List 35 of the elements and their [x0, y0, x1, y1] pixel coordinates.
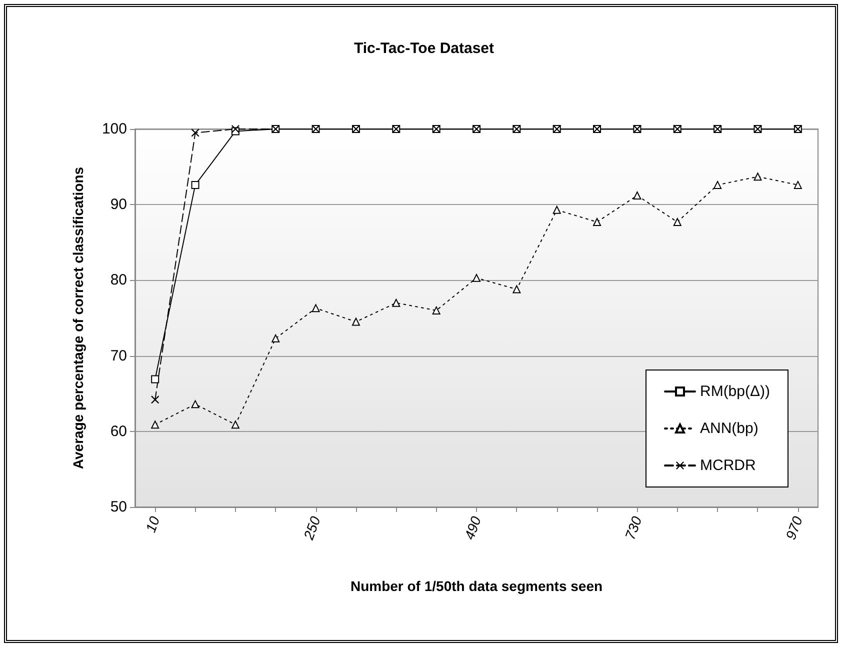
point: [552, 206, 561, 214]
point: [151, 420, 160, 429]
point: [352, 318, 360, 326]
x-tick-label: 250: [300, 514, 324, 543]
chart-title: Tic-Tac-Toe Dataset: [354, 40, 494, 57]
legend-label: MCRDR: [700, 457, 756, 474]
x-tick-label: 970: [782, 514, 806, 542]
y-tick-label: 90: [110, 196, 127, 214]
point: [593, 218, 602, 226]
point: [231, 125, 240, 133]
point: [151, 396, 160, 404]
y-tick-label: 50: [110, 498, 127, 516]
y-tick-label: 60: [110, 422, 127, 440]
point: [191, 180, 200, 189]
x-tick-label: 10: [142, 514, 163, 534]
point: [151, 375, 160, 384]
x-tick-label: 490: [460, 514, 484, 542]
point: [673, 218, 682, 226]
y-tick-label: 70: [110, 347, 127, 364]
y-axis-title: Average percentage of correct classifications: [70, 166, 86, 470]
point: [432, 306, 440, 314]
y-tick-label: 80: [110, 272, 127, 289]
point: [472, 274, 480, 282]
point: [312, 304, 320, 312]
point: [191, 128, 200, 137]
point: [191, 400, 200, 408]
point: [272, 334, 280, 342]
legend-label: RM(bp(Δ)): [700, 383, 770, 400]
x-axis-title: Number of 1/50th data segments seen: [350, 578, 603, 594]
point: [392, 298, 400, 307]
point: [512, 285, 521, 294]
y-tick-label: 100: [102, 120, 127, 138]
point: [231, 420, 240, 429]
legend-label: ANN(bp): [700, 420, 758, 437]
x-tick-label: 730: [622, 514, 645, 542]
